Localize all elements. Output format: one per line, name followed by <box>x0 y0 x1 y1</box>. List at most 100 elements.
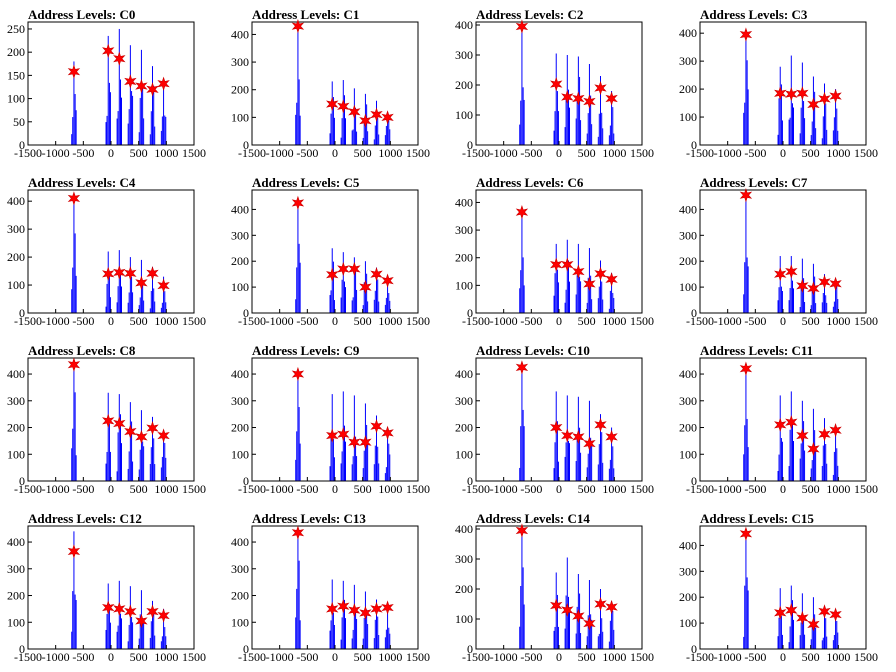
panel-title: Address Levels: C1 <box>252 7 359 22</box>
y-tick-label: 0 <box>691 474 697 488</box>
x-tick-label: -500 <box>72 650 94 664</box>
y-tick-label: 200 <box>7 250 25 264</box>
y-tick-label: 300 <box>679 228 697 242</box>
histogram-panel: Address Levels: C6 0 100 200 300 400 -1500 -100… <box>455 175 654 328</box>
y-tick-label: 100 <box>7 278 25 292</box>
y-tick-label: 300 <box>455 552 473 566</box>
peak-marker <box>561 257 574 272</box>
x-tick-label: -500 <box>72 482 94 496</box>
y-tick-label: 0 <box>19 306 25 320</box>
x-tick-label: -500 <box>744 146 766 160</box>
histogram-panel: Address Levels: C11 0 100 200 300 400 -1500 -10… <box>679 343 878 496</box>
x-tick-label: 0 <box>556 314 562 328</box>
y-tick-label: 200 <box>231 421 249 435</box>
peak-marker <box>291 525 305 540</box>
peak-marker <box>135 613 148 629</box>
y-tick-label: 300 <box>231 228 249 242</box>
panel-title: Address Levels: C14 <box>476 511 590 526</box>
y-tick-label: 100 <box>7 92 25 106</box>
x-tick-label: -500 <box>72 314 94 328</box>
x-tick-label: -1000 <box>42 146 70 160</box>
y-tick-label: 400 <box>231 367 249 381</box>
peak-marker <box>326 601 339 617</box>
x-tick-label: -1500 <box>686 482 714 496</box>
x-tick-label: -1500 <box>14 482 42 496</box>
x-tick-label: 500 <box>354 650 372 664</box>
x-tick-label: -1500 <box>14 146 42 160</box>
histogram-panel: Address Levels: C14 0 100 200 300 400 -1500 -10… <box>455 511 654 664</box>
x-tick-label: -500 <box>520 146 542 160</box>
x-tick-label: 500 <box>354 314 372 328</box>
peak-marker <box>135 78 148 94</box>
peak-marker <box>348 104 361 119</box>
y-tick-label: 250 <box>7 22 25 36</box>
y-tick-label: 300 <box>455 223 473 237</box>
panel-title: Address Levels: C5 <box>252 175 360 190</box>
peak-marker <box>326 96 339 112</box>
y-tick-label: 300 <box>7 222 25 236</box>
x-tick-label: 0 <box>332 146 338 160</box>
histogram-panel: Address Levels: C13 0 100 200 300 400 -1500 -10… <box>231 511 430 664</box>
x-tick-label: 0 <box>780 314 786 328</box>
y-tick-label: 400 <box>455 367 473 381</box>
x-tick-label: 1500 <box>182 146 206 160</box>
x-tick-label: 1000 <box>826 314 850 328</box>
y-tick-label: 150 <box>7 68 25 82</box>
peak-marker <box>515 204 529 220</box>
peak-marker <box>291 366 305 382</box>
peak-marker <box>157 428 170 443</box>
peak-marker <box>326 267 339 282</box>
peak-marker <box>774 417 787 433</box>
peak-marker <box>785 415 798 430</box>
x-tick-label: -1000 <box>714 650 742 664</box>
peak-marker <box>337 599 350 614</box>
peak-marker <box>135 275 148 290</box>
x-tick-label: -1000 <box>42 650 70 664</box>
x-tick-label: 1500 <box>182 650 206 664</box>
y-tick-label: 100 <box>231 280 249 294</box>
histogram-panel: Address Levels: C9 0 100 200 300 400 -1500 -100… <box>231 343 430 496</box>
x-tick-label: 1000 <box>602 314 626 328</box>
peak-marker <box>829 607 842 622</box>
x-tick-label: -500 <box>296 650 318 664</box>
y-tick-label: 0 <box>19 642 25 656</box>
peak-marker <box>370 419 383 434</box>
x-tick-label: 1000 <box>154 482 178 496</box>
x-tick-label: -500 <box>296 482 318 496</box>
peak-marker <box>774 267 787 282</box>
peak-marker <box>67 357 81 372</box>
x-tick-label: 1500 <box>182 482 206 496</box>
x-tick-label: -1500 <box>14 314 42 328</box>
y-tick-label: 400 <box>679 367 697 381</box>
histogram-panel: Address Levels: C1 0 100 200 300 400 -1500 -100… <box>231 7 430 160</box>
peak-marker <box>157 608 170 623</box>
y-tick-label: 300 <box>679 54 697 68</box>
x-tick-label: 1000 <box>826 482 850 496</box>
y-tick-label: 100 <box>679 447 697 461</box>
x-tick-label: 500 <box>802 650 820 664</box>
axes-frame <box>27 525 195 650</box>
y-tick-label: 0 <box>243 306 249 320</box>
peak-marker <box>67 544 81 559</box>
peak-marker <box>594 80 607 96</box>
peak-marker <box>807 617 820 632</box>
x-tick-label: -1000 <box>490 314 518 328</box>
peak-marker <box>113 416 126 431</box>
peak-marker <box>113 265 126 280</box>
axes-frame <box>251 21 419 146</box>
peak-marker <box>785 264 798 279</box>
panel-title: Address Levels: C7 <box>700 175 808 190</box>
x-tick-label: 500 <box>130 146 148 160</box>
peak-marker <box>605 429 618 445</box>
y-tick-label: 200 <box>455 421 473 435</box>
y-tick-label: 100 <box>679 280 697 294</box>
peak-marker <box>785 86 798 102</box>
peak-marker <box>124 424 137 439</box>
peak-marker <box>157 76 170 91</box>
x-tick-label: 500 <box>802 482 820 496</box>
peak-marker <box>146 266 159 281</box>
y-tick-label: 300 <box>679 564 697 578</box>
y-tick-label: 200 <box>679 254 697 268</box>
x-tick-label: -1000 <box>266 146 294 160</box>
